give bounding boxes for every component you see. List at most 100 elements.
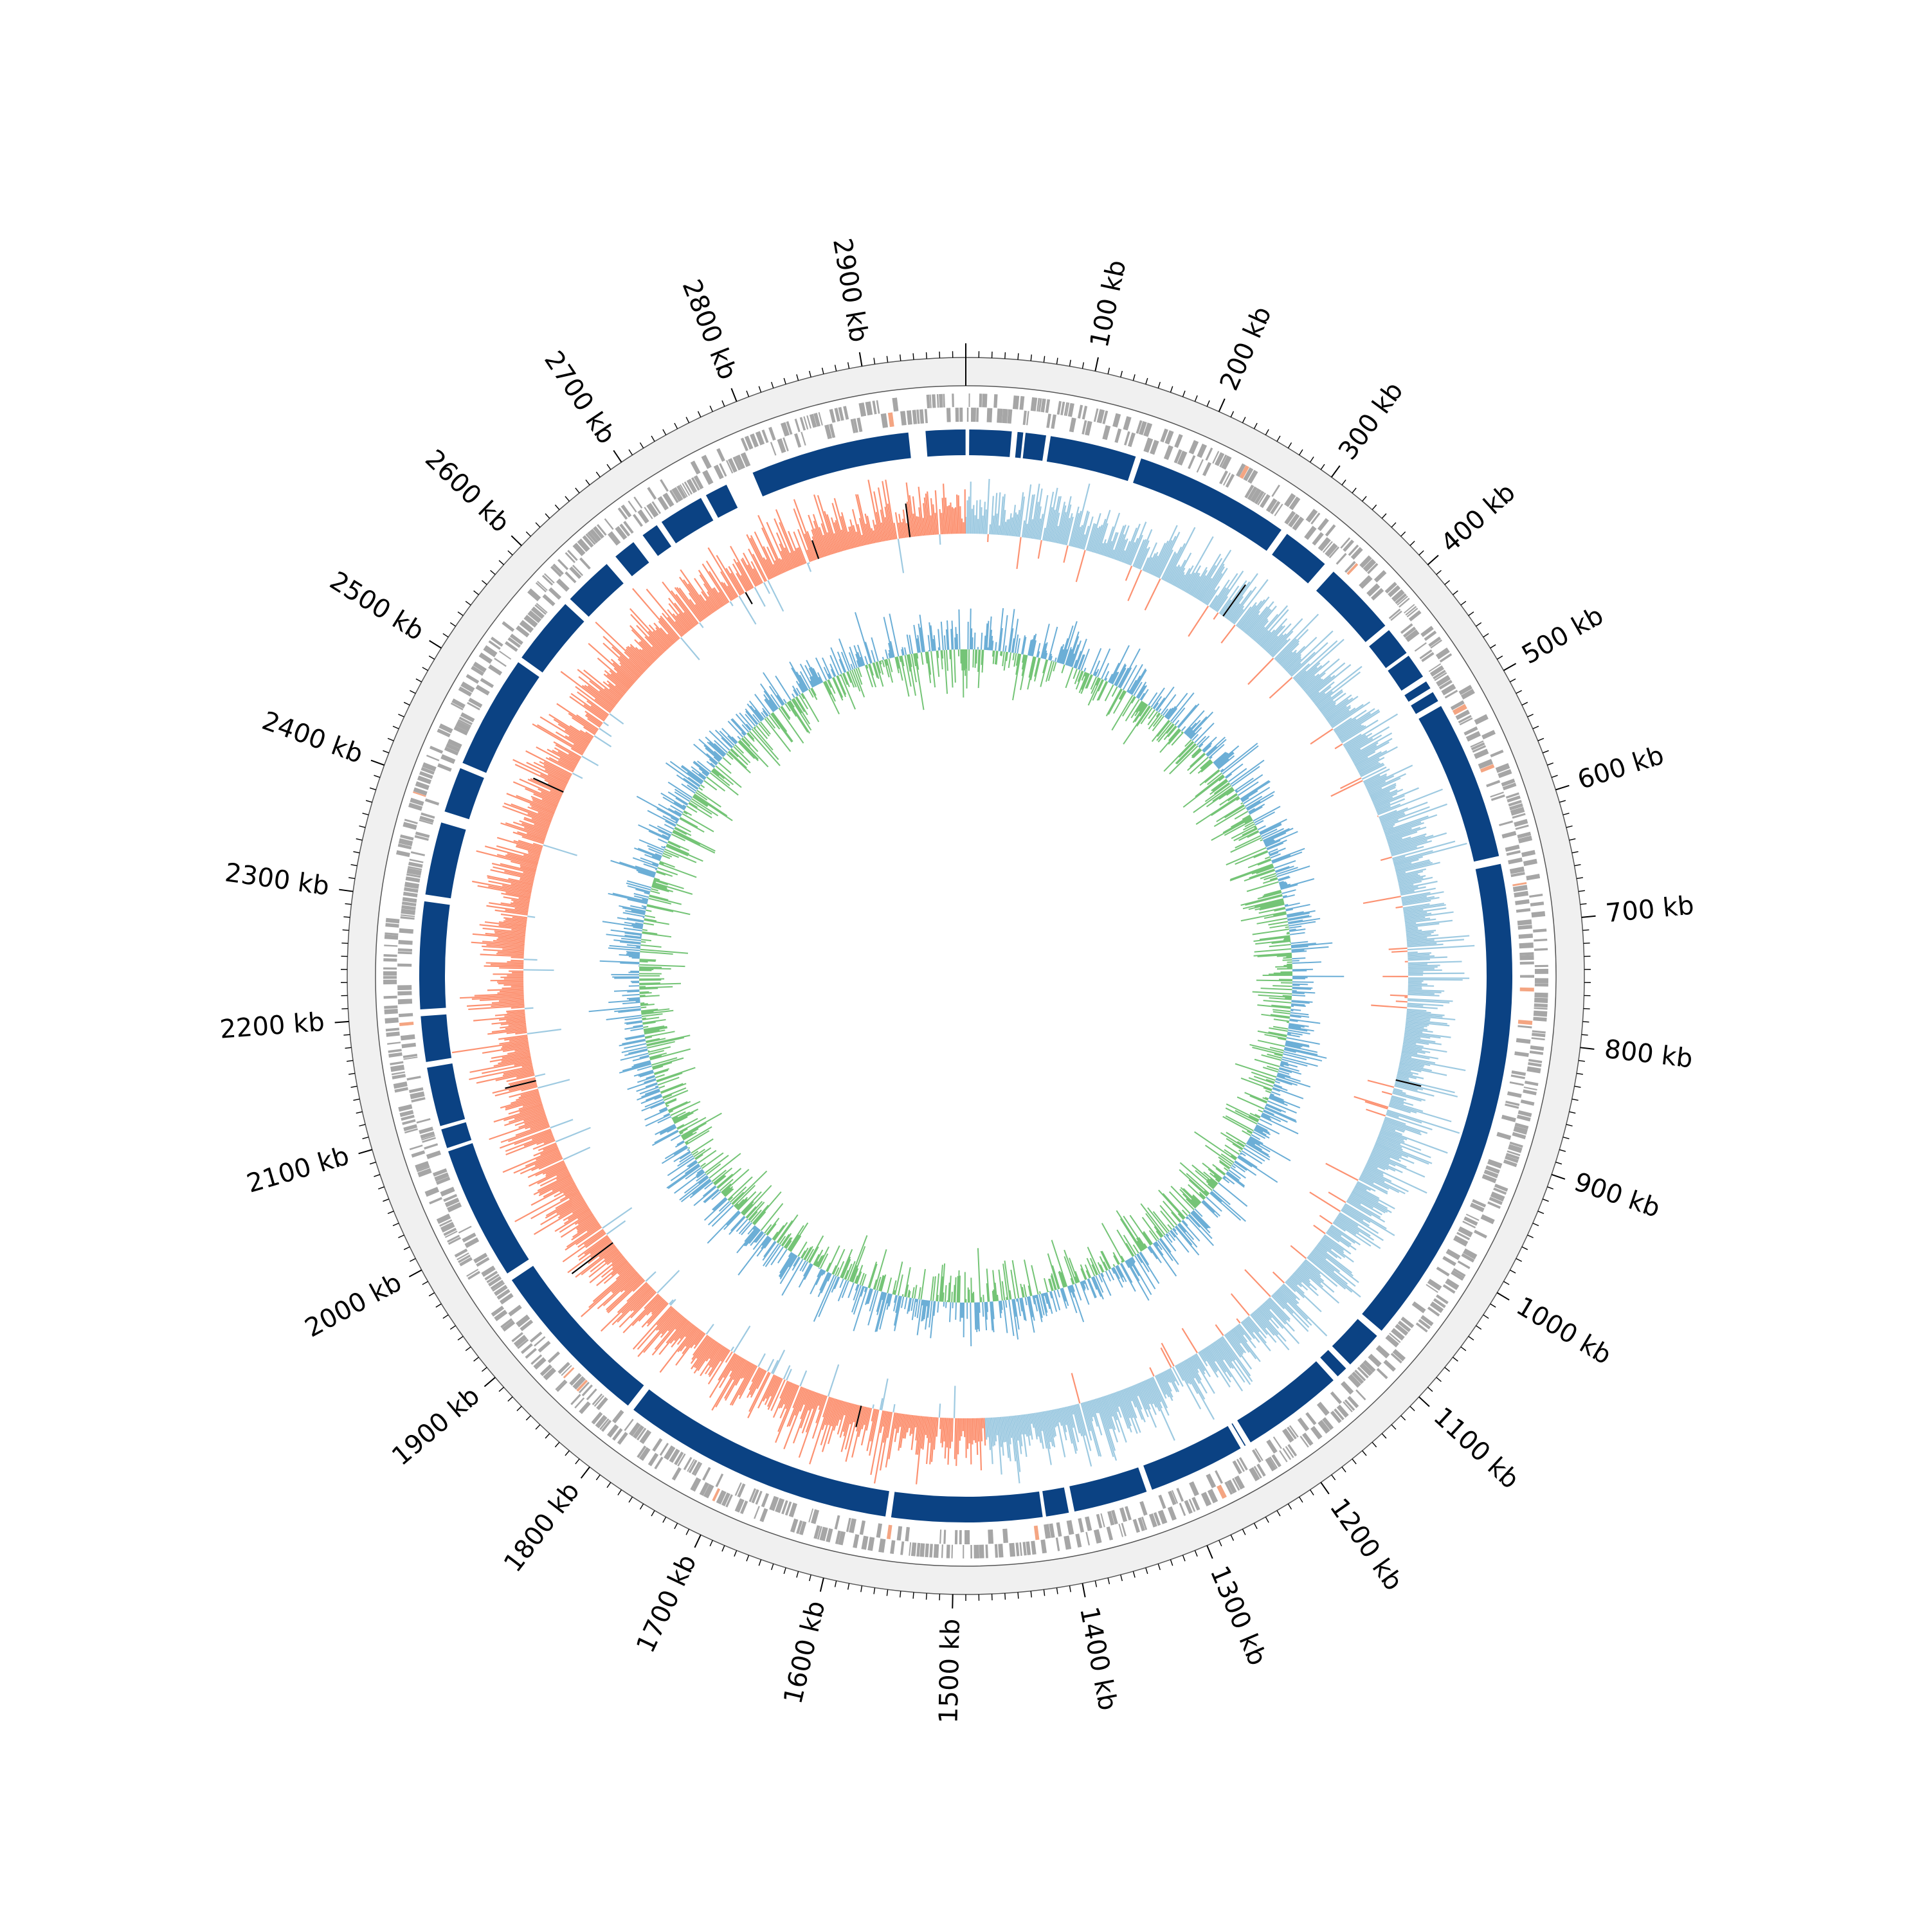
gc-skew-bar: [952, 1418, 953, 1442]
cds-feature: [1009, 1543, 1015, 1557]
cds-feature: [533, 1357, 546, 1369]
cds-feature: [424, 1143, 438, 1150]
cds-feature: [1219, 471, 1228, 485]
cds-feature: [801, 431, 806, 446]
cds-feature: [1527, 1067, 1541, 1074]
cds-feature: [1064, 1535, 1071, 1549]
gc-content-bar: [723, 757, 730, 764]
gc-content-bar: [644, 923, 654, 925]
gc-skew-bar: [986, 479, 989, 534]
cds-feature: [425, 799, 439, 806]
gc-skew-bar: [800, 1371, 806, 1386]
tick-mark: [363, 813, 369, 815]
tick-mark: [1265, 1517, 1269, 1522]
gc-content-bar: [1198, 761, 1211, 773]
cds-feature: [1507, 1091, 1522, 1097]
tick-label: 300 kb: [1333, 377, 1409, 465]
gc-content-bar: [640, 1003, 644, 1004]
tick-mark: [458, 612, 463, 616]
cds-feature: [646, 503, 658, 518]
tick-mark: [810, 371, 811, 377]
cds-feature: [1266, 1440, 1278, 1454]
gc-skew-bar: [1314, 1225, 1325, 1234]
tick-mark: [640, 442, 643, 448]
gc-content-bar: [1269, 944, 1291, 946]
block-segment: [1042, 1487, 1069, 1516]
gc-skew-bar: [543, 845, 577, 855]
gc-content-bar: [819, 1247, 829, 1267]
cds-feature: [1082, 406, 1087, 419]
gc-content-bar: [639, 967, 662, 968]
gc-content-bar: [911, 1298, 913, 1310]
gc-skew-bar: [497, 992, 523, 993]
gc-skew-bar: [1408, 962, 1462, 963]
tick-mark: [1503, 664, 1516, 671]
gc-skew-bar: [1382, 1092, 1392, 1094]
tick-mark: [555, 1442, 559, 1447]
gc-skew-bar: [503, 985, 523, 986]
gc-content-bar: [1009, 653, 1011, 668]
gc-skew-bar: [764, 582, 770, 594]
tick-mark: [1510, 679, 1516, 682]
tick-mark: [1277, 436, 1280, 442]
block-segment: [891, 1492, 1043, 1522]
gc-content-bar: [819, 1276, 837, 1317]
tick-mark: [722, 1546, 725, 1551]
gc-content-bar: [1235, 1064, 1276, 1078]
gc-skew-bar: [768, 581, 783, 611]
cds-feature: [384, 996, 397, 999]
tick-label: 1800 kb: [498, 1477, 586, 1578]
gc-content-bar: [1283, 996, 1292, 997]
cds-feature: [1519, 934, 1533, 939]
gc-content-bar: [1073, 669, 1077, 678]
cds-feature: [861, 1536, 868, 1550]
gc-content-bar: [1211, 1192, 1222, 1202]
gc-skew-bar: [1408, 987, 1422, 988]
gc-skew-bar: [1331, 781, 1363, 796]
tick-mark: [1342, 480, 1346, 485]
tick-mark: [1121, 371, 1123, 377]
tick-mark: [1497, 1293, 1509, 1300]
gc-content-bar: [1226, 848, 1266, 865]
cds-feature: [628, 501, 637, 512]
cds-feature: [998, 1544, 1003, 1557]
gc-content-bar: [959, 1276, 960, 1303]
gc-content-bar: [1065, 667, 1073, 688]
gc-content-bar: [1273, 1012, 1291, 1014]
gc-content-bar: [928, 635, 930, 651]
gc-skew-bar: [498, 983, 523, 984]
cds-feature: [633, 496, 642, 509]
tick-mark: [900, 354, 901, 361]
cds-feature: [888, 412, 894, 427]
gc-content-bar: [830, 655, 838, 675]
tick-mark: [484, 1377, 495, 1386]
tick-mark: [1582, 916, 1596, 917]
cds-feature: [437, 763, 451, 772]
gc-skew-bar: [1377, 816, 1378, 817]
gc-skew-bar: [940, 1418, 941, 1429]
cds-feature: [971, 408, 976, 422]
gc-skew-bar: [603, 722, 608, 726]
tick-mark: [1254, 423, 1257, 429]
gc-skew-bar: [1310, 729, 1333, 744]
gc-content-bar: [1225, 806, 1245, 818]
gc-content-bar: [999, 1270, 1002, 1301]
tick-mark: [1516, 691, 1522, 694]
tick-mark: [345, 1047, 352, 1048]
tick-mark: [410, 1258, 415, 1261]
tick-mark: [482, 1368, 487, 1371]
gc-skew-bar: [1381, 857, 1392, 860]
gc-skew-bar: [1365, 1101, 1388, 1108]
tick-label: 1400 kb: [1074, 1604, 1123, 1713]
gc-content-bar: [916, 1299, 917, 1302]
gc-content-bar: [1035, 1295, 1036, 1297]
cds-feature: [1530, 1051, 1543, 1055]
cds-feature: [384, 1006, 397, 1009]
tick-mark: [651, 1510, 655, 1516]
gc-skew-bar: [1072, 1373, 1080, 1404]
gc-content-bar: [1291, 1013, 1309, 1015]
cds-feature: [1510, 1081, 1524, 1086]
tick-label: 2600 kb: [419, 444, 515, 539]
gc-skew-bar: [599, 728, 611, 737]
gc-content-bar: [714, 768, 734, 784]
